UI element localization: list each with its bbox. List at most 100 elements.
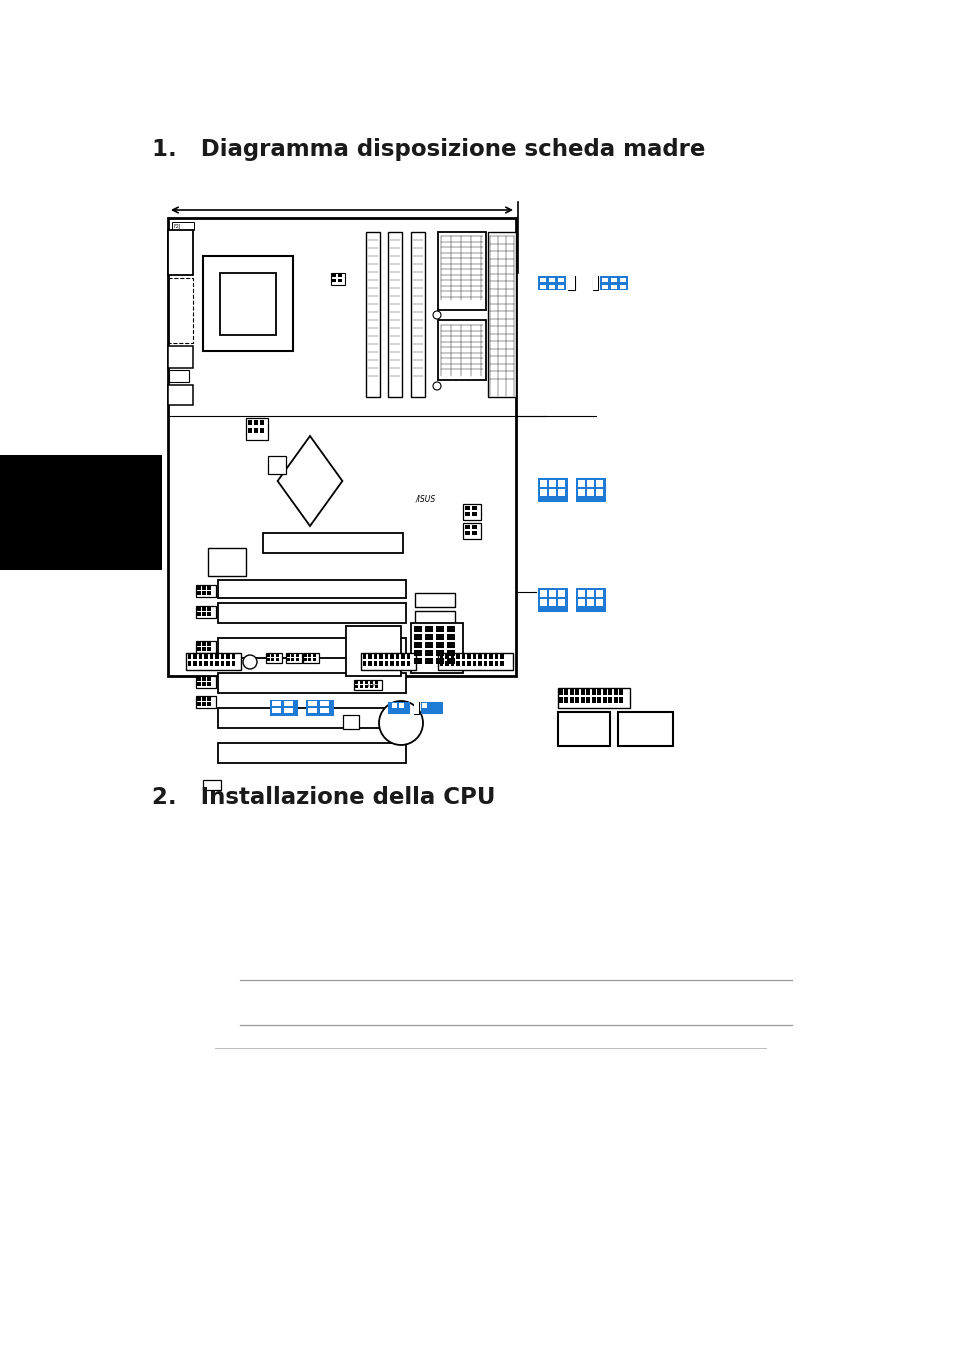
Bar <box>355 685 357 688</box>
Bar <box>569 697 574 703</box>
Bar <box>548 598 556 607</box>
Bar <box>488 232 516 397</box>
Bar <box>287 654 290 657</box>
Bar <box>260 420 264 426</box>
Bar <box>564 689 568 694</box>
Bar <box>207 642 211 646</box>
Text: F2J: F2J <box>173 224 181 230</box>
Bar <box>467 661 471 666</box>
Bar <box>385 654 388 659</box>
Bar <box>586 689 590 694</box>
Bar <box>564 697 568 703</box>
Text: /ISUS: /ISUS <box>416 494 436 503</box>
Bar <box>207 586 211 590</box>
Bar <box>537 478 567 503</box>
Bar <box>366 232 379 397</box>
Bar <box>414 642 421 648</box>
Bar <box>472 526 476 530</box>
Bar <box>363 661 366 666</box>
Bar <box>602 689 606 694</box>
Bar <box>374 654 377 659</box>
Bar <box>478 661 481 666</box>
Bar <box>196 697 201 701</box>
Bar <box>168 218 516 676</box>
Bar <box>287 658 290 661</box>
Bar <box>359 685 363 688</box>
Bar <box>313 658 315 661</box>
Bar <box>464 512 470 516</box>
Bar <box>355 681 357 684</box>
Bar <box>308 701 316 707</box>
Bar <box>308 654 312 657</box>
Bar <box>414 634 421 640</box>
Bar <box>618 697 623 703</box>
Bar <box>232 654 235 659</box>
Polygon shape <box>277 436 342 526</box>
Bar <box>263 534 402 553</box>
Bar <box>168 230 193 276</box>
Bar <box>500 661 503 666</box>
Bar <box>284 708 293 713</box>
Bar <box>537 588 567 612</box>
Bar <box>445 654 449 659</box>
Bar <box>218 603 406 623</box>
Bar <box>196 612 201 616</box>
Bar <box>390 654 394 659</box>
Bar <box>199 661 202 666</box>
Bar <box>202 586 206 590</box>
Bar <box>447 642 455 648</box>
Bar <box>586 697 590 703</box>
Bar <box>272 654 274 657</box>
Bar <box>375 685 377 688</box>
Bar <box>295 658 298 661</box>
Bar <box>390 661 394 666</box>
Bar <box>601 278 607 282</box>
Bar <box>467 654 471 659</box>
Bar <box>218 580 406 598</box>
Bar <box>193 661 196 666</box>
Bar <box>196 682 201 686</box>
Circle shape <box>433 311 440 319</box>
Bar <box>388 232 401 397</box>
Bar <box>495 654 498 659</box>
Bar <box>226 654 230 659</box>
Bar <box>558 590 564 597</box>
Bar <box>196 703 201 707</box>
Bar <box>385 661 388 666</box>
Bar <box>218 708 406 728</box>
Bar <box>445 661 449 666</box>
Bar <box>332 280 335 282</box>
Bar <box>207 590 211 594</box>
Bar <box>539 489 546 496</box>
Bar <box>575 689 578 694</box>
Bar <box>202 590 206 594</box>
Bar <box>0 455 162 570</box>
Bar <box>196 590 201 594</box>
Bar <box>578 590 584 597</box>
Bar <box>539 285 545 289</box>
Bar <box>414 703 418 713</box>
Bar <box>266 653 282 663</box>
Bar <box>172 222 193 230</box>
Bar <box>218 743 406 763</box>
Bar <box>195 607 215 617</box>
Bar <box>365 681 368 684</box>
Bar <box>401 654 405 659</box>
Bar <box>210 654 213 659</box>
Bar <box>539 278 545 282</box>
Bar <box>451 661 454 666</box>
Bar <box>207 607 211 611</box>
Bar <box>580 697 584 703</box>
Bar <box>375 681 377 684</box>
Bar <box>539 590 546 597</box>
Bar <box>421 703 427 708</box>
Bar <box>308 658 312 661</box>
Bar <box>343 715 358 730</box>
Bar <box>578 489 584 496</box>
Bar <box>379 654 382 659</box>
Bar <box>207 677 211 681</box>
Bar <box>168 278 193 343</box>
Bar <box>226 661 230 666</box>
Text: HHFR: HHFR <box>368 684 379 688</box>
Bar <box>439 661 443 666</box>
